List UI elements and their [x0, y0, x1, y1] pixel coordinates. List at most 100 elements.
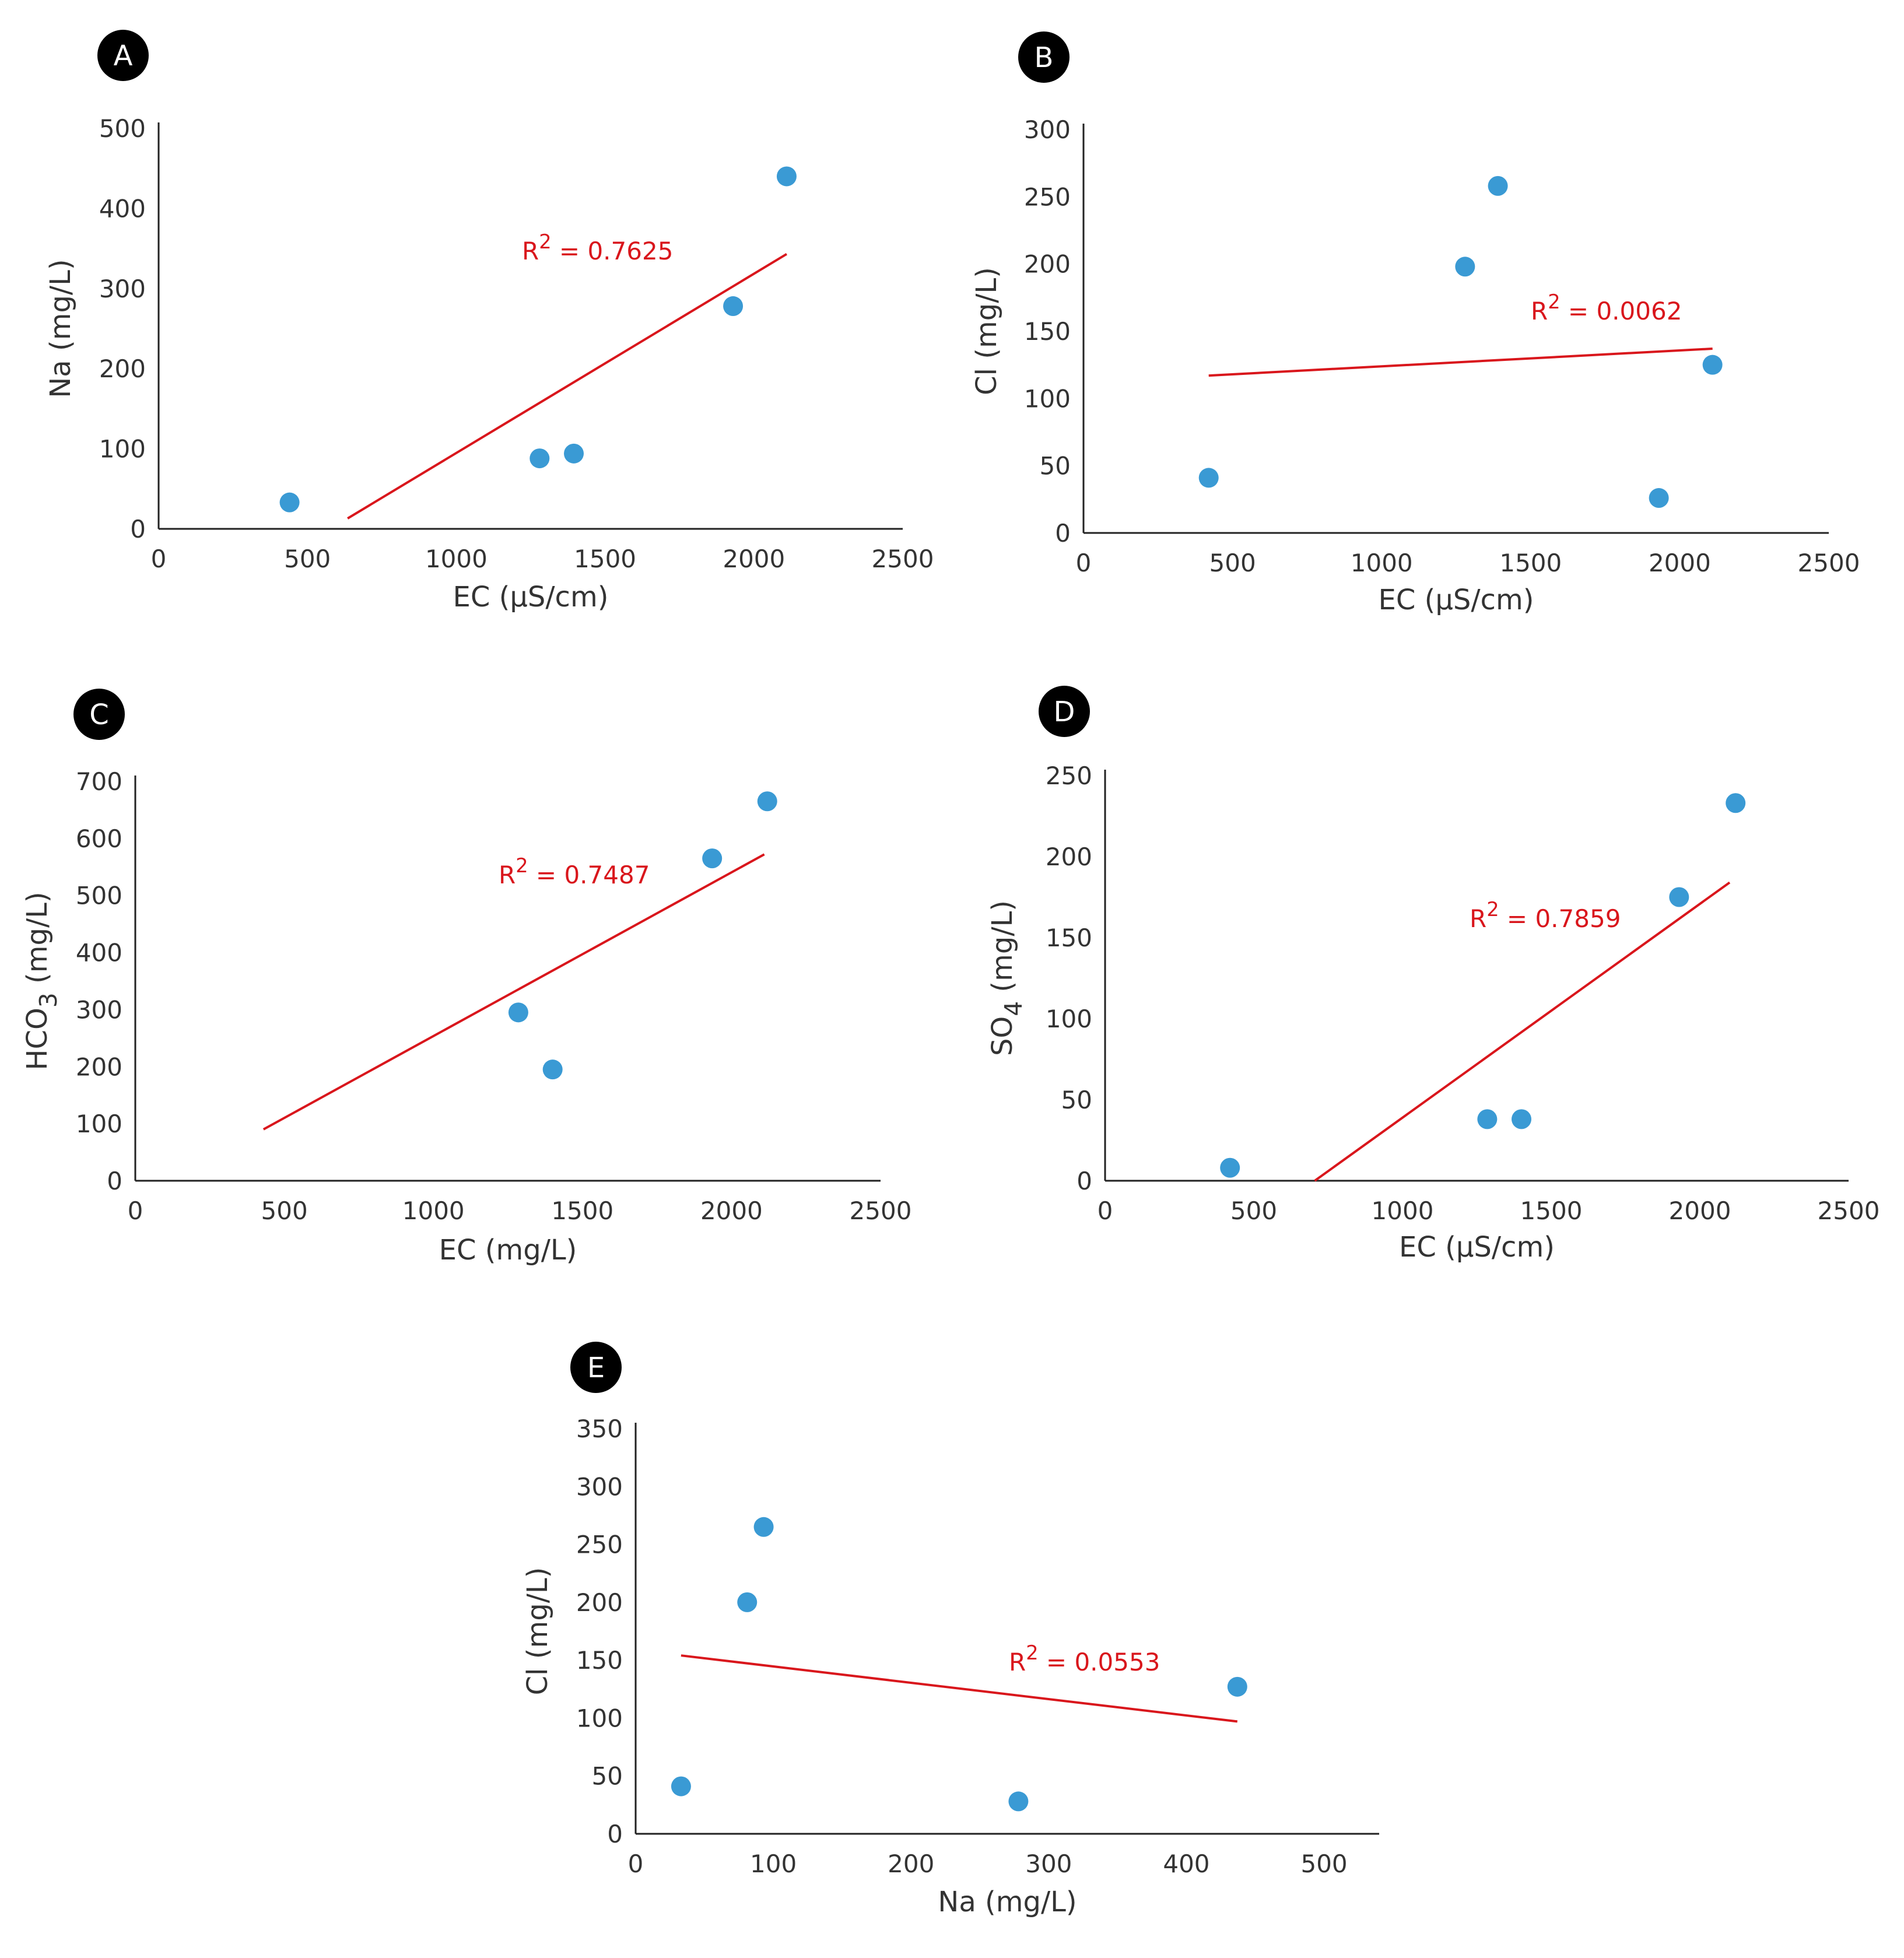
data-point — [1488, 176, 1508, 196]
x-tick-label: 1000 — [425, 545, 488, 573]
y-tick-label: 600 — [76, 824, 122, 853]
x-tick-label: 1000 — [1351, 549, 1413, 577]
data-point — [753, 1517, 774, 1537]
x-tick-label: 0 — [128, 1196, 143, 1225]
data-point — [564, 443, 584, 464]
r-squared-label: R2 = 0.7859 — [1470, 898, 1621, 933]
x-tick-label: 2500 — [1818, 1196, 1880, 1225]
x-tick-label: 300 — [1025, 1850, 1072, 1878]
trend-line — [681, 1654, 1238, 1723]
y-tick-label: 100 — [99, 435, 146, 464]
data-point — [1220, 1157, 1240, 1178]
x-tick-label: 0 — [1097, 1196, 1113, 1225]
y-tick-label: 150 — [1024, 317, 1071, 346]
y-tick-label: 0 — [1077, 1167, 1092, 1195]
x-tick-label: 0 — [1076, 549, 1092, 577]
panel-badge — [97, 30, 149, 81]
data-point — [723, 296, 744, 317]
y-tick-label: 100 — [576, 1704, 623, 1732]
y-tick-label: 50 — [592, 1762, 623, 1791]
panel-badge — [73, 689, 125, 740]
x-tick-label: 200 — [888, 1850, 934, 1878]
x-tick-label: 2000 — [723, 545, 785, 573]
x-tick-label: 500 — [261, 1196, 308, 1225]
r-squared-label: R2 = 0.0553 — [1009, 1641, 1160, 1676]
panel-d: 0 500 1000 1500 2000 2500 0 50 100 150 200 250 EC (µ… — [986, 686, 1880, 1264]
data-point — [279, 492, 300, 513]
x-tick-label: 1500 — [1499, 549, 1562, 577]
y-axis-label: HCO3 (mg/L) — [21, 892, 62, 1070]
x-tick-label: 1500 — [1520, 1196, 1583, 1225]
trend-line — [1208, 347, 1713, 377]
x-tick-label: 2500 — [850, 1196, 912, 1225]
x-axis-label: EC (µS/cm) — [1379, 584, 1534, 616]
y-tick-label: 350 — [576, 1415, 623, 1443]
y-tick-label: 150 — [576, 1646, 623, 1675]
x-tick-label: 500 — [1300, 1850, 1347, 1878]
data-point — [1726, 793, 1746, 813]
panel-e: 0 100 200 300 400 500 0 50 100 150 200 250 300 350 Na … — [521, 1342, 1379, 1918]
x-tick-label: 1500 — [574, 545, 636, 573]
y-tick-label: 200 — [576, 1588, 623, 1617]
data-point — [1008, 1791, 1029, 1812]
y-tick-label: 50 — [1040, 452, 1071, 480]
x-tick-label: 1000 — [402, 1196, 465, 1225]
data-point — [1227, 1676, 1247, 1697]
y-tick-label: 250 — [1046, 762, 1092, 790]
y-axis-label: Cl (mg/L) — [521, 1567, 554, 1696]
y-tick-label: 200 — [99, 355, 146, 383]
y-tick-label: 200 — [1046, 843, 1092, 871]
x-tick-label: 2000 — [700, 1196, 763, 1225]
y-axis-label: SO4 (mg/L) — [986, 900, 1028, 1056]
data-point — [1455, 257, 1475, 277]
panel-label: B — [1035, 41, 1054, 74]
data-point — [671, 1776, 691, 1796]
panel-label: C — [89, 699, 109, 731]
x-tick-label: 500 — [284, 545, 331, 573]
x-tick-label: 100 — [750, 1850, 797, 1878]
y-tick-label: 300 — [99, 275, 146, 303]
panel-a: 0 500 1000 1500 2000 2500 0 100 200 300 400 500 EC (… — [44, 30, 934, 613]
panel-b: 0 500 1000 1500 2000 2500 0 50 100 150 200 250 300 EC… — [970, 31, 1860, 616]
x-tick-label: 400 — [1163, 1850, 1209, 1878]
panel-label: D — [1054, 696, 1075, 728]
data-point — [776, 166, 797, 187]
x-axis-label: EC (µS/cm) — [1399, 1231, 1555, 1264]
x-tick-label: 2000 — [1649, 549, 1711, 577]
y-tick-label: 50 — [1061, 1086, 1092, 1114]
x-tick-label: 500 — [1230, 1196, 1277, 1225]
y-tick-label: 150 — [1046, 924, 1092, 952]
y-tick-label: 100 — [1024, 384, 1071, 413]
x-axis-label: Na (mg/L) — [938, 1886, 1077, 1918]
data-point — [737, 1592, 758, 1612]
x-tick-label: 0 — [628, 1850, 644, 1878]
data-point — [542, 1059, 563, 1080]
y-tick-label: 500 — [76, 882, 122, 910]
panel-badge — [570, 1342, 622, 1393]
x-tick-label: 0 — [151, 545, 167, 573]
y-tick-label: 200 — [76, 1052, 122, 1081]
r-squared-label: R2 = 0.7625 — [522, 230, 673, 265]
x-axis-label: EC (mg/L) — [439, 1234, 577, 1266]
y-tick-label: 100 — [1046, 1005, 1092, 1033]
panel-c: 0 500 1000 1500 2000 2500 0 100 200 300 400 500 600 7… — [21, 689, 911, 1266]
y-tick-label: 700 — [76, 767, 122, 796]
y-tick-label: 0 — [607, 1820, 623, 1848]
x-tick-label: 2500 — [1798, 549, 1860, 577]
y-tick-label: 300 — [1024, 115, 1071, 144]
y-axis-label: Cl (mg/L) — [970, 267, 1003, 395]
y-tick-label: 100 — [76, 1110, 122, 1138]
x-tick-label: 1500 — [551, 1196, 613, 1225]
y-axis-label: Na (mg/L) — [44, 259, 77, 398]
x-axis-label: EC (µS/cm) — [453, 581, 609, 613]
y-tick-label: 400 — [76, 939, 122, 967]
x-tick-label: 2500 — [872, 545, 934, 573]
x-tick-label: 1000 — [1372, 1196, 1434, 1225]
data-point — [1669, 887, 1689, 907]
y-tick-label: 400 — [99, 194, 146, 223]
x-tick-label: 2000 — [1669, 1196, 1731, 1225]
panel-badge — [1018, 31, 1070, 83]
data-point — [757, 791, 777, 812]
data-point — [702, 848, 723, 869]
